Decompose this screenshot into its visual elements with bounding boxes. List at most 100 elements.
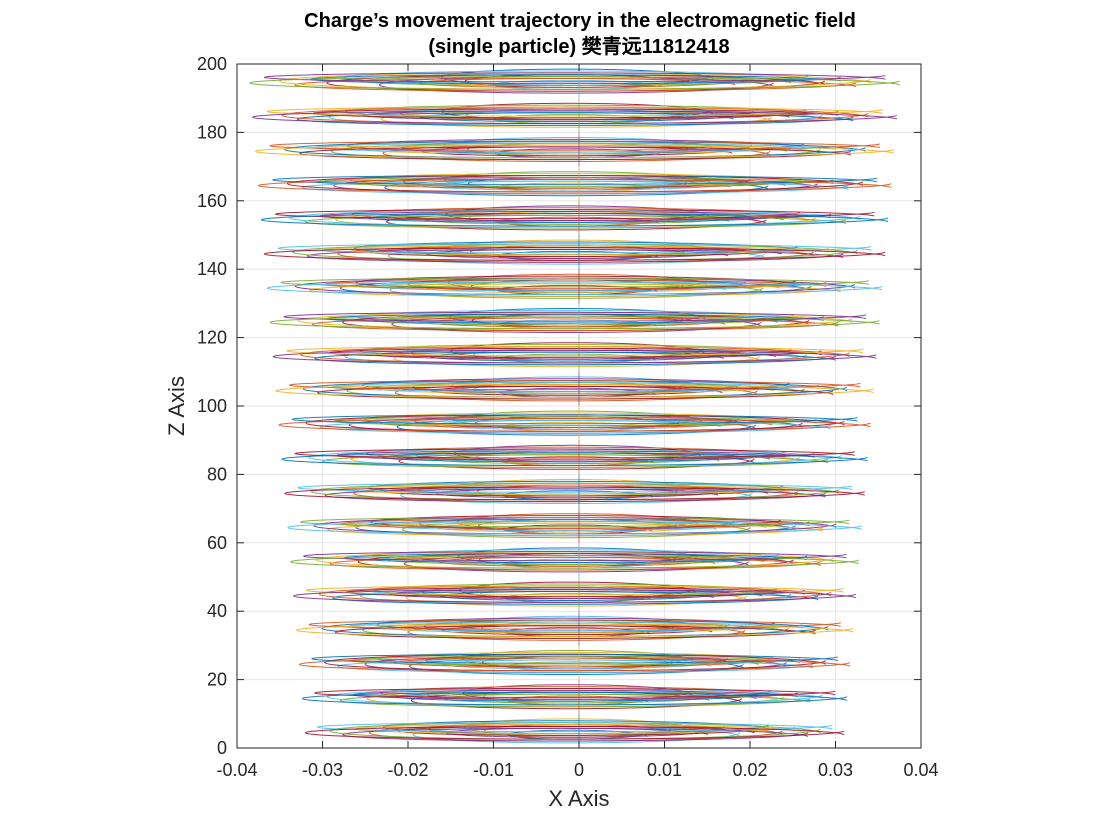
trajectory-loop — [471, 313, 684, 328]
trajectory-loop — [407, 277, 746, 292]
trajectory-loop — [464, 74, 691, 88]
trajectory-loop — [281, 452, 868, 467]
trajectory-loop — [482, 689, 673, 704]
trajectory-loop — [297, 482, 853, 493]
trajectory-loop — [418, 516, 735, 531]
trajectory-loop — [342, 313, 810, 332]
x-tick-label: 0.03 — [818, 760, 853, 780]
x-tick-label: 0.01 — [647, 760, 682, 780]
trajectory-loop — [409, 657, 744, 675]
trajectory-loop — [326, 74, 826, 92]
trajectory-loop — [301, 180, 849, 195]
trajectory-loop — [269, 315, 880, 330]
trajectory-loop — [260, 212, 889, 227]
y-tick-label: 0 — [217, 738, 227, 758]
trajectory-loop — [387, 247, 766, 265]
trajectory-loop — [412, 725, 741, 744]
trajectory-loop — [407, 623, 746, 641]
trajectory-loop — [399, 106, 754, 121]
trajectory-loop — [391, 315, 762, 333]
trajectory-loop — [280, 277, 869, 288]
trajectory-loop — [425, 653, 728, 668]
x-tick-label: 0.02 — [732, 760, 767, 780]
trajectory-loop — [344, 347, 808, 366]
trajectory-loop — [355, 518, 796, 537]
trajectory-loop — [396, 418, 757, 436]
trajectory-loop — [350, 450, 801, 468]
trajectory-loop — [400, 486, 753, 504]
trajectory-loop — [316, 385, 834, 400]
y-tick-label: 40 — [207, 601, 227, 621]
trajectory-loop — [378, 76, 774, 94]
trajectory-loop — [474, 416, 681, 430]
trajectory-loop — [329, 556, 821, 571]
trajectory-loop — [275, 383, 874, 398]
y-tick-label: 200 — [197, 54, 227, 74]
trajectory-loop — [301, 691, 848, 706]
trajectory-loop — [300, 516, 850, 527]
trajectory-loop — [348, 416, 803, 434]
trajectory-loop — [422, 585, 732, 600]
trajectory-loop — [296, 623, 854, 638]
trajectory-loop — [477, 518, 678, 533]
trajectory-loop — [481, 655, 674, 670]
y-tick-label: 120 — [197, 328, 227, 348]
x-axis-label: X Axis — [548, 786, 609, 811]
trajectory-loop — [334, 625, 816, 639]
trajectory-loop — [293, 589, 857, 603]
y-tick-label: 60 — [207, 533, 227, 553]
trajectory-loop — [398, 72, 756, 87]
trajectory-loop — [465, 108, 690, 123]
trajectory-loop — [274, 209, 875, 220]
trajectory-loop — [249, 76, 901, 90]
trajectory-loop — [333, 176, 819, 195]
y-tick-label: 100 — [197, 396, 227, 416]
trajectory-loop — [346, 382, 805, 400]
trajectory-loop — [339, 279, 812, 297]
trajectory-loop — [328, 108, 823, 126]
trajectory-loop — [428, 722, 725, 736]
trajectory-loop — [322, 454, 829, 468]
trajectory-loop — [409, 311, 744, 326]
trajectory-loop — [314, 351, 837, 366]
trajectory-loop — [398, 452, 755, 470]
trajectory — [249, 64, 901, 748]
trajectory-loop — [385, 212, 767, 231]
trajectory-loop — [291, 414, 858, 425]
trajectory-loop — [479, 587, 676, 601]
trajectory-loop — [394, 383, 758, 402]
trajectory-loop — [404, 209, 749, 223]
trajectory-loop — [284, 486, 865, 501]
trajectory-loop — [327, 522, 824, 537]
trajectory-loop — [382, 144, 771, 162]
trajectory-loop — [401, 520, 751, 539]
x-tick-label: -0.02 — [387, 760, 428, 780]
trajectory-loop — [364, 655, 787, 674]
y-tick-label: 160 — [197, 191, 227, 211]
trajectory-loop — [299, 146, 852, 161]
trajectory-loop — [468, 211, 687, 225]
chart-subtitle: (single particle) 樊青远11812418 — [428, 34, 729, 58]
y-tick-label: 180 — [197, 122, 227, 142]
y-tick-label: 140 — [197, 259, 227, 279]
trajectory-loop — [384, 178, 769, 197]
trajectory-loop — [252, 110, 898, 125]
trajectory-loop — [342, 727, 809, 742]
x-tick-label: 0 — [574, 760, 584, 780]
trajectory-loop — [314, 687, 836, 698]
trajectory-loop — [278, 418, 871, 432]
trajectory-loop — [257, 178, 892, 193]
trajectory-loop — [294, 448, 856, 459]
trajectory-loop — [470, 279, 685, 294]
trajectory-loop — [389, 281, 764, 299]
trajectory-loop — [266, 281, 883, 296]
trajectory-loop — [393, 349, 760, 368]
trajectory-loop — [311, 653, 839, 664]
trajectory-loop — [263, 247, 886, 261]
trajectory-loop — [353, 484, 799, 503]
trajectory-loop — [467, 176, 688, 191]
trajectory-loop — [309, 283, 842, 297]
trajectory-loop — [255, 144, 895, 159]
trajectory-loop — [266, 106, 883, 117]
